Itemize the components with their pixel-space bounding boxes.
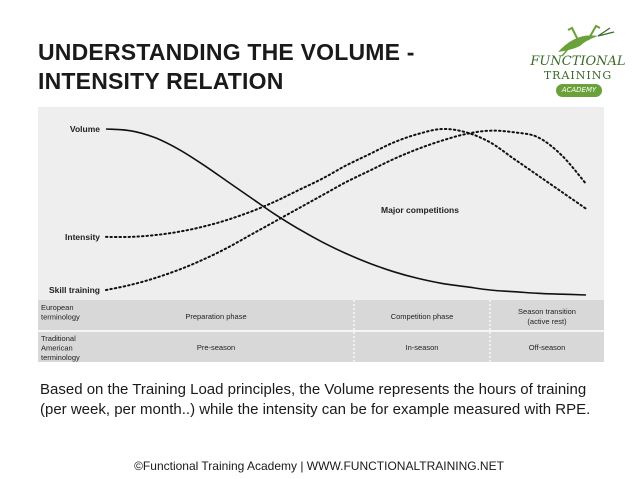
table-cell-0-2-line-1: (active rest) bbox=[527, 317, 567, 326]
logo-text-training: TRAINING bbox=[543, 69, 613, 82]
series-label-volume: Volume bbox=[70, 124, 100, 134]
table-row-label-1-line-0: Traditional bbox=[41, 334, 76, 343]
annotation-major-competitions: Major competitions bbox=[381, 205, 459, 215]
table-cell-1-2: Off-season bbox=[529, 343, 566, 352]
table-row-label-0-line-1: terminology bbox=[41, 313, 80, 322]
grasshopper-icon bbox=[558, 24, 615, 57]
table-row-label-0-line-0: European bbox=[41, 303, 74, 312]
table-row-label-1-line-2: terminology bbox=[41, 353, 80, 362]
brand-logo: FUNCTIONAL TRAINING ACADEMY bbox=[528, 22, 628, 102]
series-line-volume bbox=[105, 128, 587, 296]
slide-footer: ©Functional Training Academy | WWW.FUNCT… bbox=[134, 459, 504, 473]
table-cell-0-1: Competition phase bbox=[391, 312, 454, 321]
table-cell-1-0: Pre-season bbox=[197, 343, 235, 352]
title-line-1: UNDERSTANDING THE VOLUME - bbox=[38, 39, 415, 65]
series-line-skill-training bbox=[105, 129, 587, 291]
slide-title: UNDERSTANDING THE VOLUME - INTENSITY REL… bbox=[38, 38, 508, 96]
series-line-intensity bbox=[105, 127, 587, 239]
table-cell-0-0: Preparation phase bbox=[185, 312, 246, 321]
table-row-label-1-line-1: American bbox=[41, 344, 73, 353]
logo-text-functional: FUNCTIONAL bbox=[530, 54, 626, 69]
table-cell-0-2-line-0: Season transition bbox=[518, 307, 576, 316]
volume-intensity-chart: Volume Intensity Skill training Major compe… bbox=[38, 107, 604, 362]
title-line-2: INTENSITY RELATION bbox=[38, 68, 284, 94]
logo-badge-academy: ACADEMY bbox=[556, 84, 602, 97]
table-cell-1-1: In-season bbox=[406, 343, 439, 352]
series-label-intensity: Intensity bbox=[65, 232, 100, 242]
series-label-skill-training: Skill training bbox=[49, 285, 100, 295]
slide-caption: Based on the Training Load principles, t… bbox=[40, 381, 591, 418]
